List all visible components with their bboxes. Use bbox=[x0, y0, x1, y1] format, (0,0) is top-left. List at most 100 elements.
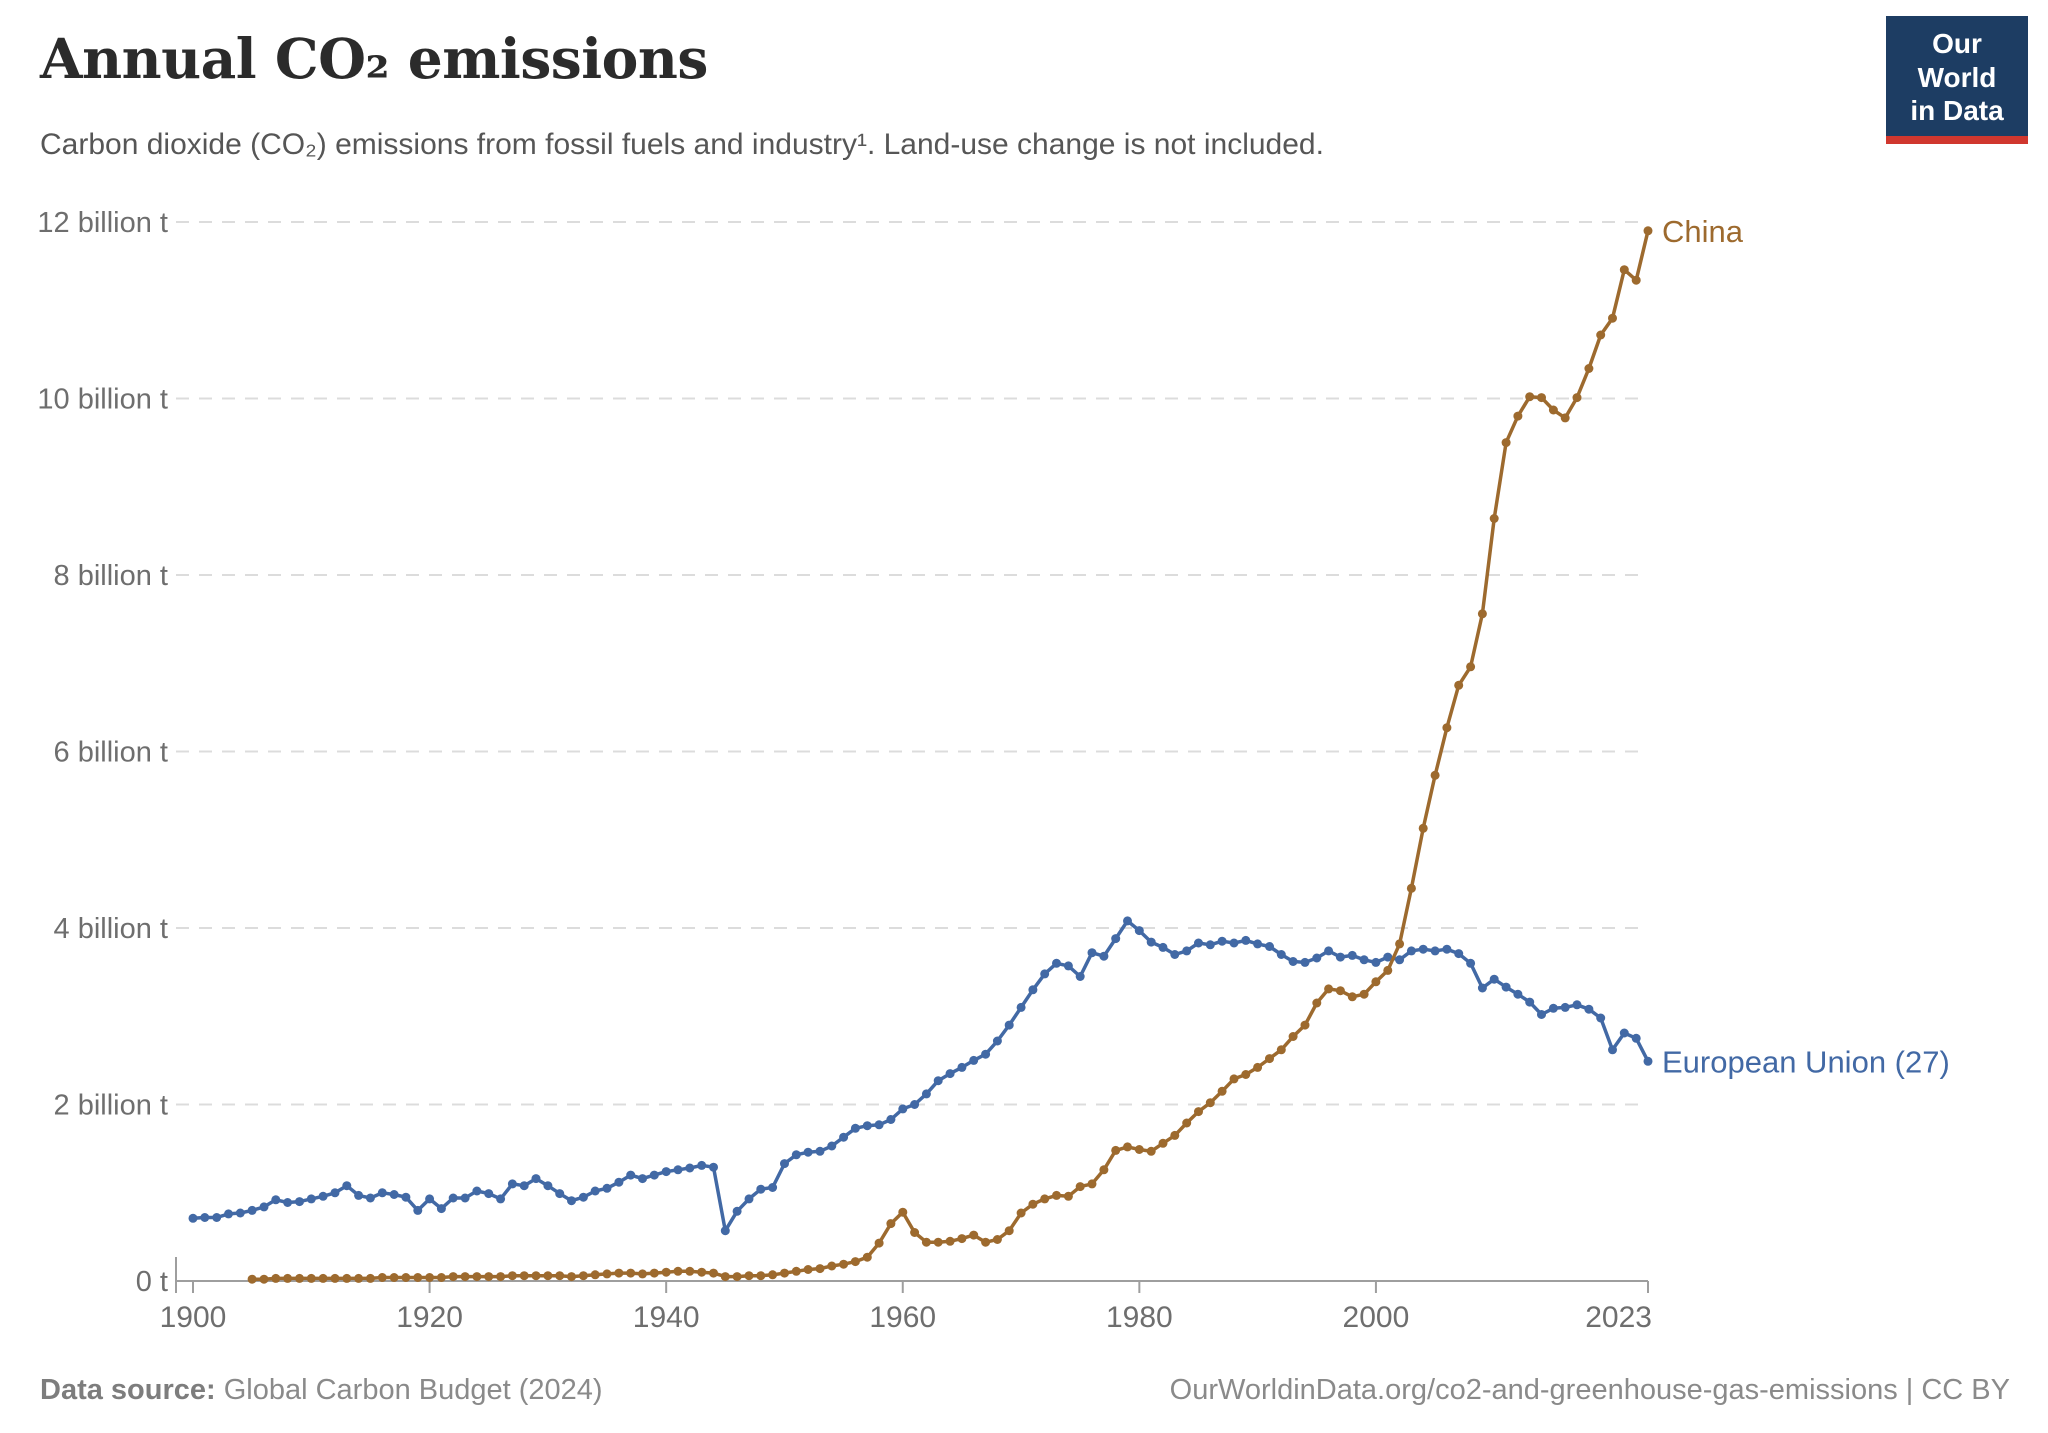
data-point-china bbox=[519, 1271, 529, 1281]
x-tick-label: 2023 bbox=[1585, 1301, 1652, 1334]
data-source-value: Global Carbon Budget (2024) bbox=[215, 1374, 603, 1406]
data-point-eu bbox=[1276, 950, 1286, 959]
data-point-eu bbox=[1608, 1045, 1617, 1055]
data-point-eu bbox=[448, 1193, 458, 1203]
data-point-eu bbox=[957, 1062, 967, 1072]
data-point-eu bbox=[1477, 983, 1487, 993]
data-point-china bbox=[1111, 1145, 1121, 1155]
data-point-eu bbox=[1335, 952, 1345, 962]
data-point-eu bbox=[1418, 944, 1428, 954]
data-point-china bbox=[1525, 392, 1535, 402]
data-point-eu bbox=[850, 1123, 860, 1133]
data-point-china bbox=[1194, 1107, 1203, 1117]
data-point-eu bbox=[590, 1186, 600, 1196]
data-point-china bbox=[472, 1272, 482, 1282]
data-point-china bbox=[898, 1207, 908, 1217]
data-point-eu bbox=[200, 1213, 210, 1222]
data-point-eu bbox=[720, 1226, 730, 1236]
owid-logo-line1: Our World bbox=[1917, 28, 1997, 93]
data-point-china bbox=[531, 1271, 541, 1281]
data-point-eu bbox=[1430, 946, 1440, 956]
data-point-china bbox=[555, 1271, 565, 1281]
data-point-eu bbox=[1537, 1010, 1546, 1019]
data-point-china bbox=[933, 1237, 943, 1247]
data-point-eu bbox=[460, 1193, 470, 1203]
data-point-eu bbox=[1442, 944, 1452, 954]
data-point-china bbox=[673, 1266, 683, 1276]
data-point-china bbox=[957, 1234, 967, 1244]
data-point-china bbox=[827, 1261, 837, 1271]
data-point-china bbox=[1146, 1146, 1156, 1156]
data-point-china bbox=[638, 1269, 647, 1279]
series-label-china: China bbox=[1662, 214, 1744, 249]
x-tick-label: 1980 bbox=[1106, 1301, 1173, 1334]
data-point-china bbox=[1016, 1208, 1026, 1218]
data-point-eu bbox=[673, 1165, 683, 1175]
data-point-eu bbox=[1454, 949, 1464, 959]
data-point-china bbox=[496, 1272, 506, 1282]
data-point-china bbox=[1276, 1045, 1286, 1055]
data-point-eu bbox=[685, 1163, 695, 1173]
y-tick-label: 6 billion t bbox=[54, 737, 168, 769]
data-point-china bbox=[1028, 1199, 1038, 1209]
data-point-eu bbox=[815, 1146, 825, 1156]
data-point-china bbox=[614, 1268, 624, 1278]
data-point-eu bbox=[318, 1191, 328, 1201]
data-point-china bbox=[1170, 1130, 1180, 1140]
data-point-eu bbox=[1371, 957, 1381, 967]
data-point-eu bbox=[1525, 997, 1535, 1007]
data-point-china bbox=[318, 1273, 328, 1283]
data-point-china bbox=[1608, 313, 1617, 323]
data-point-china bbox=[1182, 1118, 1192, 1128]
x-tick-label: 1920 bbox=[396, 1301, 463, 1334]
data-point-china bbox=[1087, 1179, 1097, 1189]
data-point-eu bbox=[377, 1188, 387, 1198]
data-point-eu bbox=[839, 1132, 849, 1142]
data-point-china bbox=[1430, 770, 1440, 780]
data-point-eu bbox=[1253, 939, 1263, 949]
x-tick-label: 1960 bbox=[869, 1301, 936, 1334]
data-point-china bbox=[567, 1272, 576, 1282]
data-point-china bbox=[921, 1237, 931, 1247]
data-point-eu bbox=[401, 1192, 411, 1202]
data-point-eu bbox=[235, 1208, 245, 1218]
page-title: Annual CO₂ emissions bbox=[40, 26, 708, 91]
data-point-eu bbox=[436, 1204, 446, 1214]
data-point-eu bbox=[555, 1189, 565, 1199]
data-point-china bbox=[1063, 1191, 1073, 1201]
data-point-china bbox=[874, 1238, 884, 1248]
data-point-china bbox=[709, 1268, 718, 1278]
data-source: Data source: Global Carbon Budget (2024) bbox=[40, 1374, 603, 1407]
data-point-china bbox=[1631, 275, 1641, 285]
data-point-china bbox=[1288, 1032, 1298, 1041]
data-point-china bbox=[945, 1236, 955, 1246]
data-point-china bbox=[1406, 883, 1416, 893]
data-point-eu bbox=[1619, 1028, 1629, 1038]
data-point-china bbox=[1371, 977, 1381, 987]
data-point-eu bbox=[1572, 1000, 1582, 1010]
data-point-china bbox=[910, 1228, 920, 1237]
data-point-eu bbox=[531, 1174, 541, 1184]
data-point-china bbox=[1217, 1086, 1227, 1096]
data-point-china bbox=[992, 1235, 1002, 1244]
data-point-eu bbox=[1182, 946, 1192, 956]
data-point-china bbox=[1347, 992, 1357, 1002]
data-point-eu bbox=[247, 1205, 257, 1215]
data-point-china bbox=[1584, 364, 1594, 373]
y-tick-label: 10 billion t bbox=[37, 384, 168, 416]
data-point-china bbox=[1537, 393, 1546, 403]
data-point-china bbox=[803, 1265, 813, 1274]
data-point-china bbox=[1123, 1142, 1132, 1152]
data-point-eu bbox=[1004, 1020, 1014, 1030]
data-point-china bbox=[295, 1273, 304, 1283]
data-point-eu bbox=[1489, 974, 1499, 984]
attribution: OurWorldinData.org/co2-and-greenhouse-ga… bbox=[1169, 1374, 2010, 1406]
data-point-china bbox=[377, 1273, 387, 1282]
data-point-eu bbox=[638, 1174, 647, 1184]
x-axis-labels: 1900 1920 1940 1960 1980 2000 2023 bbox=[160, 1301, 1652, 1334]
data-point-china bbox=[1513, 411, 1523, 421]
data-point-eu bbox=[519, 1181, 529, 1191]
data-point-eu bbox=[921, 1089, 931, 1099]
data-point-eu bbox=[992, 1036, 1002, 1046]
series-line-china bbox=[252, 230, 1650, 1281]
